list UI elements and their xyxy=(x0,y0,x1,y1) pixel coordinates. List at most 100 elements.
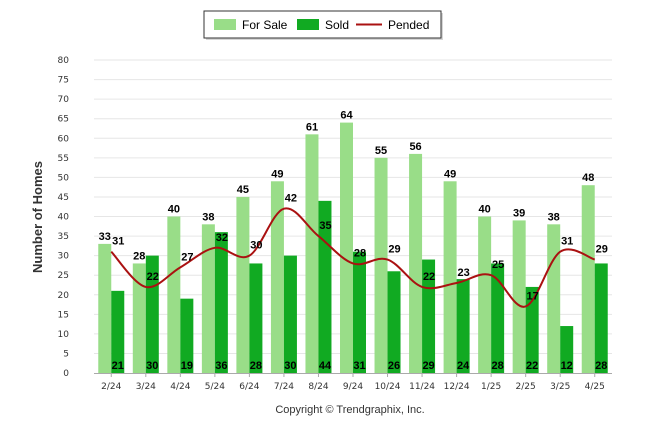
label-pended: 28 xyxy=(354,247,366,259)
y-tick-label: 5 xyxy=(63,349,69,359)
bar-for-sale xyxy=(270,181,284,373)
label-for-sale: 49 xyxy=(271,168,283,180)
y-tick-label: 45 xyxy=(58,193,69,203)
x-tick-label: 8/24 xyxy=(308,382,328,392)
bar-for-sale xyxy=(132,263,146,373)
label-sold: 28 xyxy=(250,360,262,372)
y-tick-label: 30 xyxy=(58,252,70,262)
label-for-sale: 38 xyxy=(548,211,560,223)
bars xyxy=(98,122,608,373)
x-axis-ticks: 2/24 3/24 4/24 5/24 6/24 7/24 8/24 9/24 10/24 11/… xyxy=(101,373,605,392)
bar-sold xyxy=(491,263,505,373)
label-sold: 44 xyxy=(319,360,332,372)
x-tick-label: 1/25 xyxy=(481,382,501,392)
bar-for-sale xyxy=(201,224,215,373)
label-for-sale: 61 xyxy=(306,121,318,133)
bar-sold xyxy=(387,271,401,373)
label-sold: 31 xyxy=(353,360,365,372)
x-tick-label: 7/24 xyxy=(274,382,294,392)
label-pended: 42 xyxy=(285,193,297,205)
bar-for-sale xyxy=(167,216,181,373)
y-tick-label: 50 xyxy=(58,173,70,183)
label-for-sale: 55 xyxy=(375,145,387,157)
bar-for-sale xyxy=(409,153,423,373)
bar-sold xyxy=(594,263,608,373)
label-for-sale: 28 xyxy=(133,250,145,262)
bar-sold xyxy=(214,232,228,373)
bar-sold xyxy=(353,251,366,373)
label-pended: 32 xyxy=(216,232,228,244)
y-tick-label: 35 xyxy=(58,232,69,242)
label-for-sale: 39 xyxy=(513,207,525,219)
y-tick-label: 0 xyxy=(63,369,69,379)
bar-for-sale xyxy=(547,224,561,373)
y-tick-label: 20 xyxy=(58,291,70,301)
label-for-sale: 33 xyxy=(99,231,111,243)
legend-swatch-for-sale xyxy=(214,19,236,30)
legend-swatch-sold xyxy=(297,19,319,30)
legend-label-sold: Sold xyxy=(325,18,349,32)
label-for-sale: 48 xyxy=(582,172,594,184)
label-pended: 30 xyxy=(250,240,262,252)
bar-sold xyxy=(283,255,297,373)
label-pended: 29 xyxy=(388,244,400,256)
bar-for-sale xyxy=(236,196,250,373)
label-sold: 28 xyxy=(492,360,504,372)
bar-for-sale xyxy=(340,122,353,373)
x-tick-label: 3/24 xyxy=(136,382,156,392)
x-tick-label: 9/24 xyxy=(343,382,363,392)
x-tick-label: 4/24 xyxy=(170,382,190,392)
x-tick-label: 3/25 xyxy=(550,382,570,392)
y-tick-label: 15 xyxy=(58,310,69,320)
label-sold: 19 xyxy=(181,360,193,372)
label-for-sale: 56 xyxy=(409,141,421,153)
bar-sold xyxy=(111,290,125,373)
legend: For Sale Sold Pended xyxy=(203,10,443,40)
pended-line xyxy=(110,207,596,308)
y-axis-label: Number of Homes xyxy=(30,161,45,273)
x-tick-label: 2/25 xyxy=(516,382,536,392)
label-sold: 24 xyxy=(457,360,470,372)
y-tick-label: 55 xyxy=(58,154,69,164)
y-tick-label: 70 xyxy=(58,95,70,105)
bar-for-sale xyxy=(478,216,492,373)
label-pended: 17 xyxy=(527,290,539,302)
bar-sold xyxy=(456,279,470,373)
label-pended: 22 xyxy=(423,271,435,283)
label-for-sale: 64 xyxy=(340,110,353,122)
bar-for-sale xyxy=(305,134,319,373)
label-for-sale: 45 xyxy=(237,184,249,196)
copyright-credit: Copyright © Trendgraphix, Inc. xyxy=(275,404,424,416)
label-sold: 36 xyxy=(215,360,227,372)
legend-frame xyxy=(203,10,442,39)
x-tick-label: 5/24 xyxy=(205,382,225,392)
x-tick-label: 11/24 xyxy=(409,382,435,392)
bar-sold xyxy=(249,263,263,373)
data-labels: 33 21 28 30 40 19 38 36 45 28 49 30 61 44 64 31 55 26 56 29… xyxy=(99,110,608,372)
label-pended: 22 xyxy=(147,271,159,283)
y-tick-label: 80 xyxy=(58,56,70,66)
label-for-sale: 40 xyxy=(168,204,180,216)
x-tick-label: 12/24 xyxy=(444,382,470,392)
label-sold: 26 xyxy=(388,360,400,372)
pended-series xyxy=(110,207,596,308)
y-axis-ticks: 0 5 10 15 20 25 30 35 40 45 50 55 60 65 70 75 80 xyxy=(58,56,70,379)
label-pended: 27 xyxy=(181,251,193,263)
y-tick-label: 40 xyxy=(58,213,70,223)
label-for-sale: 49 xyxy=(444,168,456,180)
label-for-sale: 38 xyxy=(202,211,214,223)
bar-for-sale xyxy=(443,181,457,373)
x-tick-label: 6/24 xyxy=(239,382,259,392)
label-pended: 23 xyxy=(457,267,469,279)
label-sold: 30 xyxy=(284,360,296,372)
bar-for-sale xyxy=(581,185,595,373)
label-sold: 12 xyxy=(561,360,573,372)
label-pended: 25 xyxy=(492,259,504,271)
y-tick-label: 65 xyxy=(58,115,69,125)
bar-for-sale xyxy=(374,157,388,373)
bar-for-sale xyxy=(512,220,526,373)
x-tick-label: 4/25 xyxy=(585,382,605,392)
y-tick-label: 10 xyxy=(58,330,70,340)
y-tick-label: 25 xyxy=(58,271,69,281)
